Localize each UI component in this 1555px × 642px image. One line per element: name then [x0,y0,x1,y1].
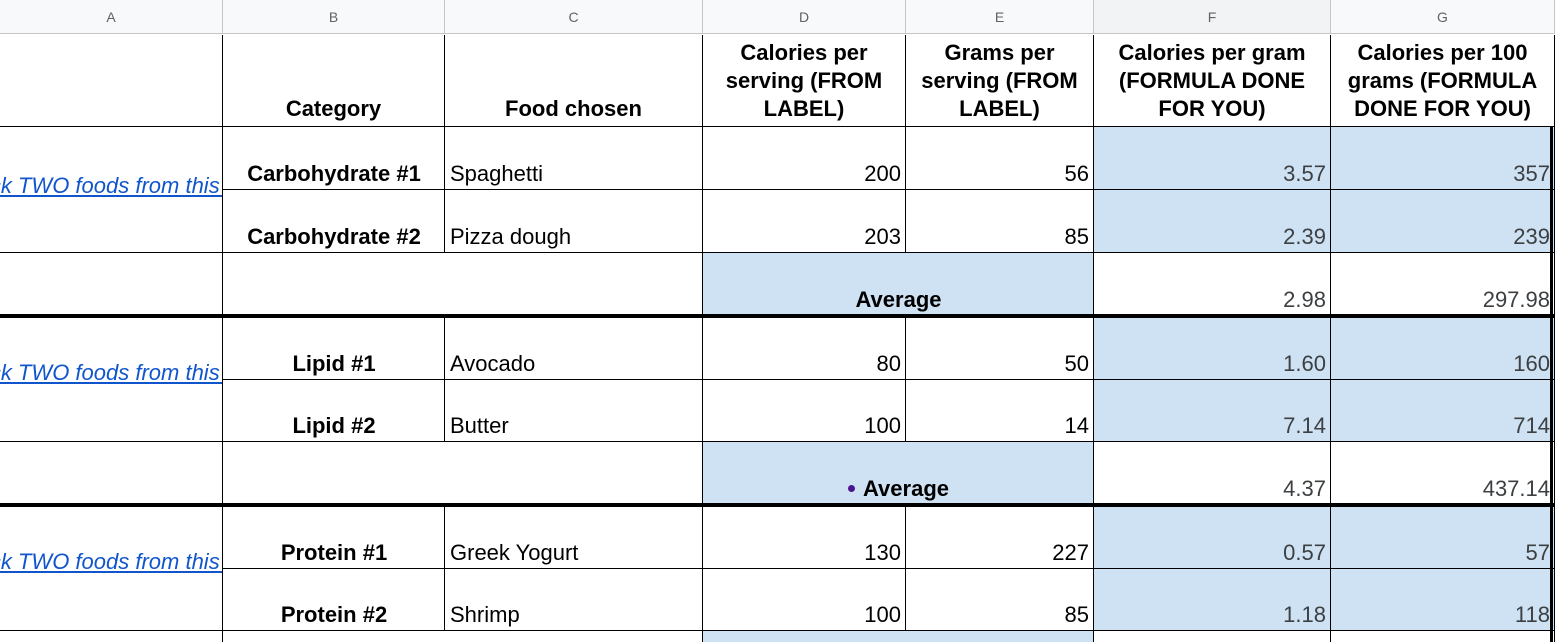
category-cell[interactable]: Lipid #1 [223,318,445,380]
empty-cell[interactable] [223,442,703,505]
cal-per-100g-cell[interactable]: 57 [1331,507,1555,569]
average-cal-per-100g[interactable]: 437.14 [1331,442,1555,505]
header-calories-per-100g[interactable]: Calories per 100 grams (FORMULA DONE FOR… [1331,35,1555,127]
grams-cell[interactable]: 227 [906,507,1094,569]
table-right-border [1550,127,1553,642]
empty-cell[interactable] [0,631,223,642]
column-header-g[interactable]: G [1331,0,1555,34]
cal-per-gram-cell[interactable]: 0.57 [1094,507,1331,569]
header-grams-per-serving[interactable]: Grams per serving (FROM LABEL) [906,35,1094,127]
pick-foods-link-cell: Pick TWO foods from this list [0,507,223,631]
average-cal-per-gram[interactable]: 2.98 [1094,253,1331,316]
average-label: Average [862,476,949,501]
header-cell-a[interactable] [0,35,223,127]
average-cal-per-100g[interactable]: 297.98 [1331,253,1555,316]
calories-cell[interactable]: 100 [703,569,906,631]
column-header-d[interactable]: D [703,0,906,34]
grams-cell[interactable]: 85 [906,569,1094,631]
cal-per-gram-cell[interactable]: 1.18 [1094,569,1331,631]
average-cal-per-100g[interactable] [1331,631,1555,642]
calories-cell[interactable]: 200 [703,127,906,190]
cal-per-gram-cell[interactable]: 2.39 [1094,190,1331,253]
group-divider [0,503,1555,507]
grams-cell[interactable]: 56 [906,127,1094,190]
average-label-cell[interactable] [703,631,1094,642]
empty-cell[interactable] [0,442,223,505]
group-divider [0,314,1555,318]
cal-per-100g-cell[interactable]: 239 [1331,190,1555,253]
cal-per-100g-cell[interactable]: 357 [1331,127,1555,190]
column-header-f[interactable]: F [1094,0,1331,34]
header-calories-per-serving[interactable]: Calories per serving (FROM LABEL) [703,35,906,127]
pick-foods-link-cell: Pick TWO foods from this list [0,127,223,253]
pick-foods-link-cell: Pick TWO foods from this list [0,318,223,442]
calories-cell[interactable]: 100 [703,380,906,442]
grams-cell[interactable]: 50 [906,318,1094,380]
average-cal-per-gram[interactable] [1094,631,1331,642]
food-cell[interactable]: Butter [445,380,703,442]
calories-cell[interactable]: 203 [703,190,906,253]
category-cell[interactable]: Protein #2 [223,569,445,631]
cal-per-100g-cell[interactable]: 118 [1331,569,1555,631]
cal-per-100g-cell[interactable]: 714 [1331,380,1555,442]
grams-cell[interactable]: 85 [906,190,1094,253]
category-cell[interactable]: Carbohydrate #2 [223,190,445,253]
pick-foods-link[interactable]: Pick TWO foods from this list [0,172,222,198]
category-cell[interactable]: Lipid #2 [223,380,445,442]
cal-per-gram-cell[interactable]: 1.60 [1094,318,1331,380]
food-cell[interactable]: Shrimp [445,569,703,631]
header-category[interactable]: Category [223,35,445,127]
empty-cell[interactable] [223,631,703,642]
food-cell[interactable]: Greek Yogurt [445,507,703,569]
cal-per-gram-cell[interactable]: 7.14 [1094,380,1331,442]
column-header-a[interactable]: A [0,0,223,34]
header-food-chosen[interactable]: Food chosen [445,35,703,127]
calories-cell[interactable]: 130 [703,507,906,569]
average-cal-per-gram[interactable]: 4.37 [1094,442,1331,505]
cal-per-gram-cell[interactable]: 3.57 [1094,127,1331,190]
empty-cell[interactable] [0,253,223,316]
calories-cell[interactable]: 80 [703,318,906,380]
column-header-c[interactable]: C [445,0,703,34]
header-calories-per-gram[interactable]: Calories per gram (FORMULA DONE FOR YOU) [1094,35,1331,127]
average-label-cell[interactable]: Average [703,253,1094,316]
pick-foods-link[interactable]: Pick TWO foods from this list [0,548,222,574]
average-label-cell[interactable]: Average [703,442,1094,505]
category-cell[interactable]: Protein #1 [223,507,445,569]
grams-cell[interactable]: 14 [906,380,1094,442]
pick-foods-link[interactable]: Pick TWO foods from this list [0,359,222,385]
cursor-dot-icon [847,485,855,492]
cal-per-100g-cell[interactable]: 160 [1331,318,1555,380]
empty-cell[interactable] [223,253,703,316]
category-cell[interactable]: Carbohydrate #1 [223,127,445,190]
food-cell[interactable]: Pizza dough [445,190,703,253]
food-cell[interactable]: Spaghetti [445,127,703,190]
column-header-e[interactable]: E [906,0,1094,34]
food-cell[interactable]: Avocado [445,318,703,380]
column-header-b[interactable]: B [223,0,445,34]
